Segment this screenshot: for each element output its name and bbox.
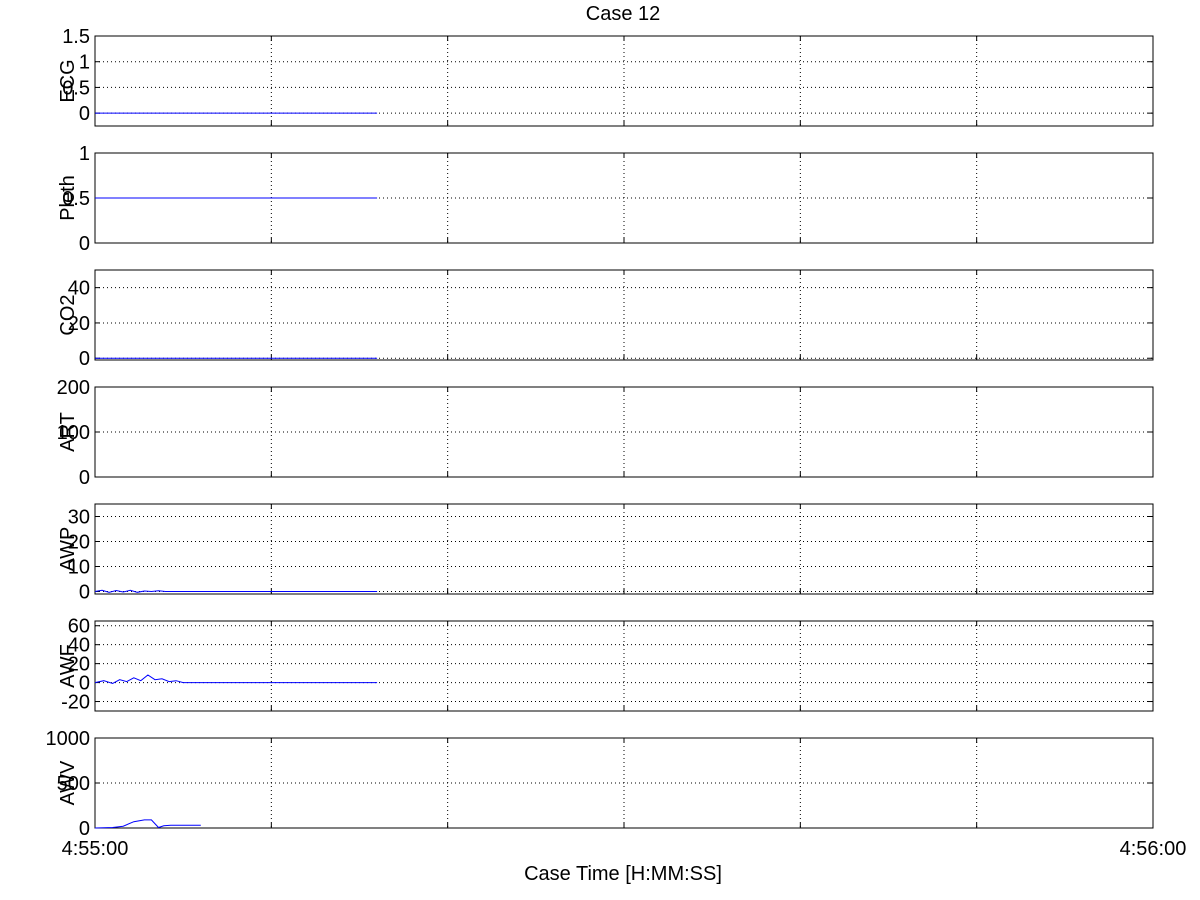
y-tick-label: 20	[68, 532, 90, 554]
series-line	[94, 819, 201, 829]
panel-art: 0 100 200 ART	[57, 377, 1154, 489]
y-tick-label: 0.5	[62, 188, 90, 210]
y-axis-label: Pleth	[57, 175, 79, 221]
y-tick-label: 40	[68, 635, 90, 657]
y-axis-label: AWF	[57, 644, 79, 688]
y-tick-label: 0	[79, 818, 90, 840]
y-tick-label: 1	[79, 52, 90, 74]
series-line	[94, 589, 378, 593]
panel-ecg: 0 0.5 1 1.5 ECG	[57, 26, 1154, 127]
y-tick-label: 0.5	[62, 77, 90, 99]
y-tick-label: 10	[68, 557, 90, 579]
y-axis-label: ART	[57, 412, 79, 452]
y-tick-label: 30	[68, 507, 90, 529]
series-line	[94, 674, 378, 685]
y-tick-label: 0	[79, 467, 90, 489]
y-tick-label: 0	[79, 582, 90, 604]
y-tick-label: 40	[68, 278, 90, 300]
y-tick-label: 1000	[46, 728, 91, 750]
y-tick-label: 0	[79, 103, 90, 125]
y-tick-label: 1	[79, 143, 90, 165]
x-axis-label: Case Time [H:MM:SS]	[524, 863, 722, 885]
y-tick-label: 200	[57, 377, 90, 399]
y-tick-label: -20	[61, 692, 90, 714]
x-tick-label-start: 4:55:00	[62, 838, 129, 860]
y-tick-label: 20	[68, 313, 90, 335]
y-tick-label: 100	[57, 422, 90, 444]
x-tick-label-end: 4:56:00	[1120, 838, 1187, 860]
y-axis-label: AWV	[57, 760, 79, 805]
y-tick-label: 0	[79, 673, 90, 695]
y-tick-label: 0	[79, 348, 90, 370]
y-axis-label: CO2	[57, 294, 79, 335]
y-tick-label: 20	[68, 654, 90, 676]
y-tick-label: 0	[79, 233, 90, 255]
panel-awv: 0 500 1000 AWV	[46, 728, 1154, 840]
panels: 00.511.5ECG00.51Pleth02040CO20100200ART0…	[46, 26, 1154, 840]
y-tick-label: 1.5	[62, 26, 90, 48]
y-tick-label: 60	[68, 616, 90, 638]
y-tick-label: 500	[57, 773, 90, 795]
y-axis-label: ECG	[57, 59, 79, 102]
y-axis-label: AWP	[57, 527, 79, 572]
figure-title: Case 12	[586, 3, 661, 25]
